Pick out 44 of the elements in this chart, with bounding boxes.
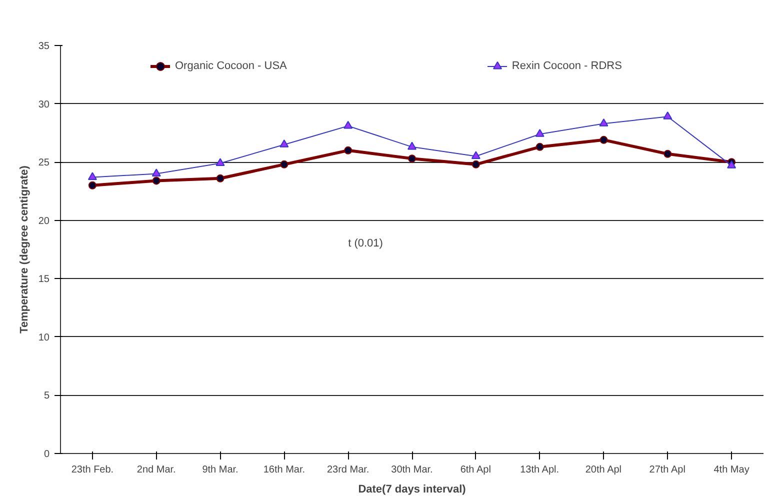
y-tick-label: 5 xyxy=(44,390,50,402)
y-tick-label: 25 xyxy=(38,158,50,169)
point xyxy=(280,160,288,168)
x-tick-label: 23th Feb. xyxy=(71,464,114,476)
x-tick-label: 9th Mar. xyxy=(202,464,238,476)
x-tick-label: 30th Mar. xyxy=(391,464,433,476)
point xyxy=(471,151,480,160)
point xyxy=(88,181,96,190)
point xyxy=(280,139,289,148)
y-tick-label: 0 xyxy=(44,449,50,460)
point xyxy=(216,158,225,166)
point xyxy=(600,136,608,144)
point xyxy=(664,150,672,158)
x-tick-label: 6th Apl xyxy=(460,464,491,476)
annotation: t (0.01) xyxy=(348,238,383,250)
x-tick-label: 27th Apl xyxy=(649,464,686,476)
point xyxy=(599,118,608,126)
x-tick-label: 23rd Mar. xyxy=(326,464,370,476)
legend-label: Organic Cocoon - USA xyxy=(175,60,287,72)
y-tick-label: 20 xyxy=(38,216,50,227)
point xyxy=(344,146,352,154)
point xyxy=(88,172,97,180)
x-tick-label: 13th Apl. xyxy=(520,464,560,476)
x-tick-label: 4th May xyxy=(714,464,750,476)
point xyxy=(152,168,161,177)
x-axis-title: Date(7 days interval) xyxy=(358,484,466,496)
point xyxy=(472,160,480,168)
y-tick-label: 35 xyxy=(38,41,50,52)
y-tick-label: 15 xyxy=(38,274,50,286)
point xyxy=(344,120,353,129)
y-tick-label: 30 xyxy=(38,99,50,110)
x-tick-label: 16th Mar. xyxy=(263,464,306,476)
x-tick-label: 2nd Mar. xyxy=(136,464,176,476)
point xyxy=(408,154,416,163)
point xyxy=(216,174,224,182)
y-tick-label: 10 xyxy=(38,332,50,344)
x-tick-label: 20th Apl xyxy=(585,464,622,476)
point xyxy=(535,128,544,137)
point xyxy=(663,111,672,120)
legend-label: Rexin Cocoon - RDRS xyxy=(512,60,622,72)
point xyxy=(536,142,544,151)
point xyxy=(152,176,160,185)
y-axis-title: Temperature (degree centigrate) xyxy=(18,165,30,334)
point xyxy=(408,142,416,150)
